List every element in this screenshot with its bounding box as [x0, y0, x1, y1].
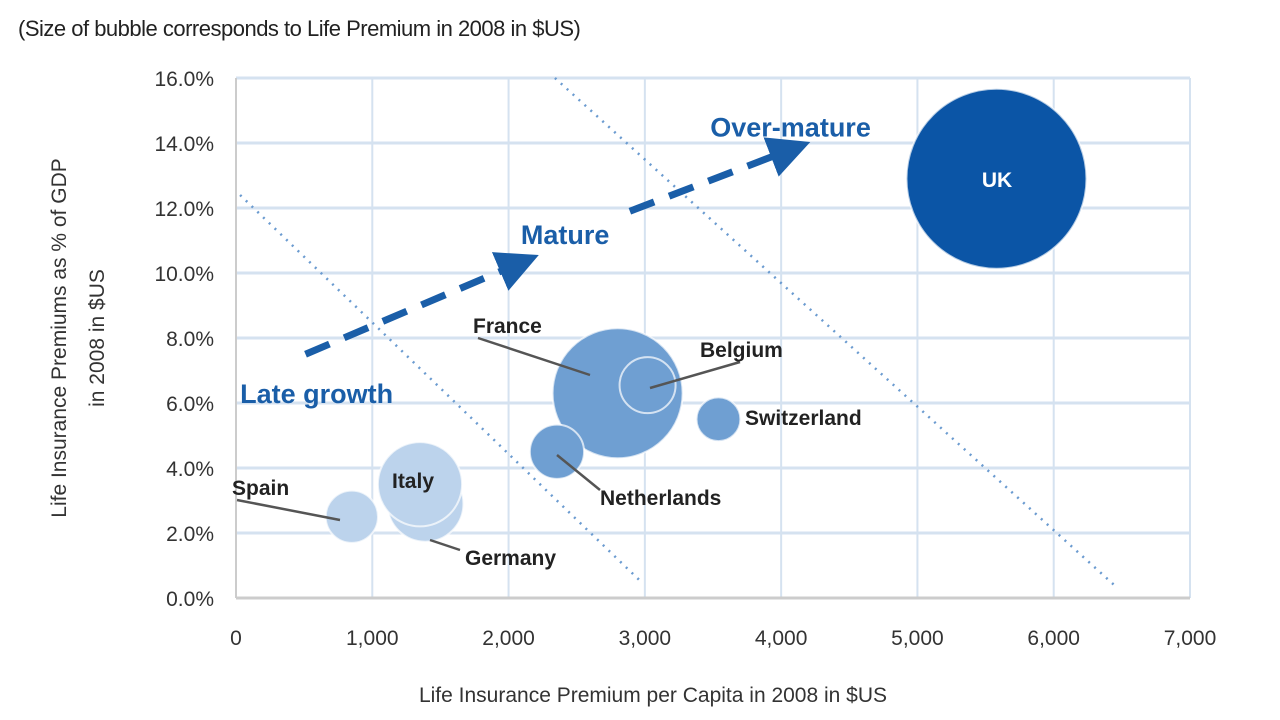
bubble-label: France [473, 315, 542, 338]
bubble-label: Netherlands [600, 487, 721, 510]
x-tick-label: 6,000 [1027, 627, 1080, 650]
y-tick-label: 0.0% [166, 588, 214, 611]
leader-line [477, 336, 591, 377]
x-tick-label: 2,000 [482, 627, 535, 650]
bubble-italy [376, 441, 464, 528]
stage-label: Mature [521, 220, 610, 250]
bubble-label: UK [982, 169, 1012, 192]
bubble-label: Spain [232, 477, 289, 500]
leader-line [649, 360, 741, 390]
stage-label: Late growth [240, 379, 393, 409]
y-axis-title: Life Insurance Premiums as % of GDP [48, 158, 71, 517]
x-tick-label: 4,000 [755, 627, 808, 650]
chart-subtitle: (Size of bubble corresponds to Life Prem… [18, 16, 581, 41]
x-tick-label: 5,000 [891, 627, 944, 650]
bubble-label: Italy [392, 470, 434, 493]
y-tick-label: 2.0% [166, 523, 214, 546]
y-tick-label: 14.0% [154, 133, 214, 156]
x-tick-label: 1,000 [346, 627, 399, 650]
x-tick-label: 3,000 [619, 627, 672, 650]
x-tick-label: 0 [230, 627, 242, 650]
stage-label: Over-mature [710, 113, 871, 143]
bubble-belgium [618, 356, 677, 415]
leader-line [236, 498, 341, 522]
leader-line [556, 454, 601, 491]
y-tick-label: 8.0% [166, 328, 214, 351]
y-tick-label: 6.0% [166, 393, 214, 416]
bubble-switzerland [695, 396, 742, 443]
bubble-label: Belgium [700, 339, 783, 362]
bubble-spain [324, 489, 379, 544]
y-tick-label: 4.0% [166, 458, 214, 481]
growth-arrow [628, 137, 811, 215]
y-tick-label: 10.0% [154, 263, 214, 286]
y-axis-title-line2: in 2008 in $US [86, 269, 109, 407]
bubble-label: Germany [465, 547, 556, 570]
stage-boundary-line [554, 77, 1119, 590]
growth-arrow [304, 252, 539, 358]
x-axis-title: Life Insurance Premium per Capita in 200… [419, 684, 887, 707]
x-tick-label: 7,000 [1164, 627, 1217, 650]
y-tick-label: 16.0% [154, 68, 214, 91]
leader-line [429, 538, 461, 552]
bubble-uk [905, 87, 1088, 270]
y-tick-label: 12.0% [154, 198, 214, 221]
bubble-label: Switzerland [745, 407, 862, 430]
